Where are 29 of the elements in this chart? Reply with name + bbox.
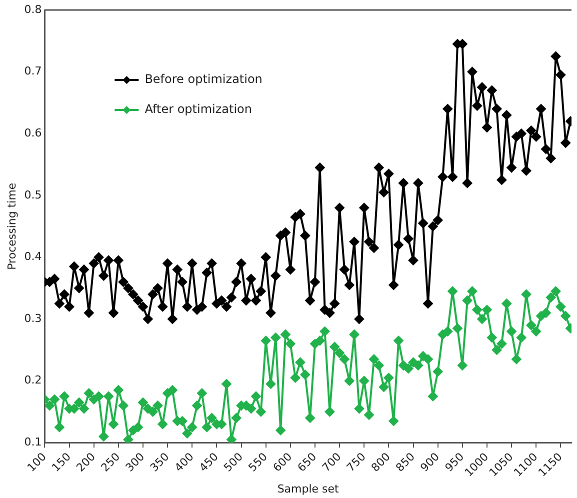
x-tick-label: 450 (196, 450, 221, 474)
legend-label: Before optimization (144, 72, 262, 86)
x-tick-label: 750 (344, 450, 368, 474)
y-tick-label: 0.6 (24, 126, 42, 140)
x-tick-label: 600 (270, 450, 295, 474)
x-axis-title: Sample set (277, 482, 340, 496)
x-tick-label: 150 (49, 450, 74, 474)
y-tick-label: 0.2 (24, 374, 42, 387)
x-tick-label: 100 (24, 450, 49, 474)
y-tick-label: 0.8 (24, 2, 42, 16)
x-tick-label: 250 (98, 450, 123, 474)
x-tick-label: 400 (172, 450, 196, 474)
y-tick-label: 0.1 (24, 436, 42, 449)
x-tick-label: 850 (393, 450, 418, 474)
x-tick-label: 550 (246, 450, 270, 474)
x-tick-label: 200 (74, 450, 98, 474)
y-tick-label: 0.5 (24, 188, 42, 202)
x-tick-label: 350 (148, 450, 172, 474)
legend-label: After optimization (144, 102, 252, 116)
x-tick-label: 650 (295, 450, 320, 474)
y-tick-label: 0.7 (24, 64, 42, 78)
x-tick-label: 700 (320, 450, 344, 474)
y-axis-title: Processing time (5, 182, 18, 270)
x-tick-label: 500 (221, 450, 246, 474)
x-tick-label: 800 (368, 450, 393, 474)
x-tick-label: 900 (418, 450, 442, 474)
x-tick-label: 300 (123, 450, 148, 474)
y-tick-label: 0.3 (24, 312, 42, 325)
y-tick-label: 0.4 (24, 250, 42, 264)
